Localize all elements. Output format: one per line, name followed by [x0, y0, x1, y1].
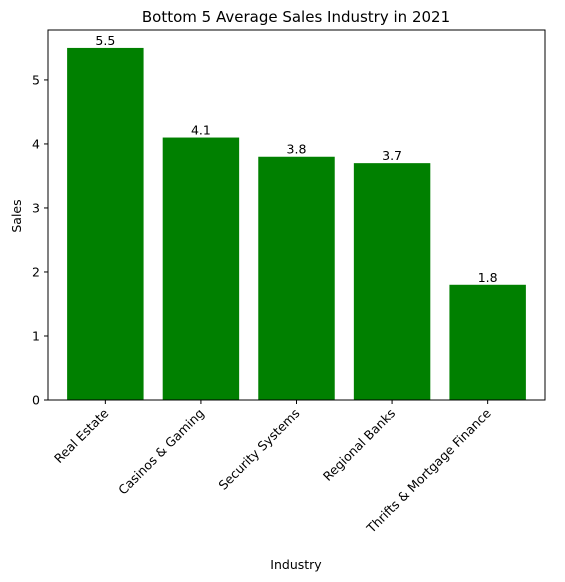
y-tick-label: 3 — [32, 200, 40, 215]
x-axis: Real Estate Casinos & Gaming Security Syst… — [51, 400, 494, 536]
chart-title: Bottom 5 Average Sales Industry in 2021 — [142, 8, 450, 26]
x-tick-label: Casinos & Gaming — [115, 406, 207, 498]
y-tick-label: 0 — [32, 393, 40, 408]
x-tick-label: Security Systems — [215, 406, 302, 493]
data-labels-group: 5.5 4.1 3.8 3.7 1.8 — [95, 33, 497, 285]
bar-value-label: 1.8 — [478, 270, 498, 285]
bar-value-label: 3.7 — [382, 148, 402, 163]
bar-value-label: 3.8 — [287, 142, 307, 157]
bar — [162, 137, 240, 400]
y-tick-label: 4 — [32, 136, 40, 151]
bars-group — [67, 47, 526, 400]
bar — [353, 163, 431, 400]
bar — [449, 284, 526, 400]
bar-value-label: 4.1 — [191, 123, 211, 138]
y-tick-label: 2 — [32, 264, 40, 279]
bar — [258, 156, 335, 400]
x-tick-label: Regional Banks — [320, 406, 398, 484]
y-tick-label: 5 — [32, 72, 40, 87]
y-axis: 0 1 2 3 4 5 — [32, 72, 48, 408]
x-axis-label: Industry — [270, 557, 322, 572]
y-tick-label: 1 — [32, 328, 40, 343]
plot-frame — [47, 29, 546, 401]
y-axis-label: Sales — [9, 199, 24, 232]
x-tick-label: Real Estate — [51, 405, 112, 466]
bar-value-label: 5.5 — [95, 33, 115, 48]
bar — [67, 47, 144, 400]
